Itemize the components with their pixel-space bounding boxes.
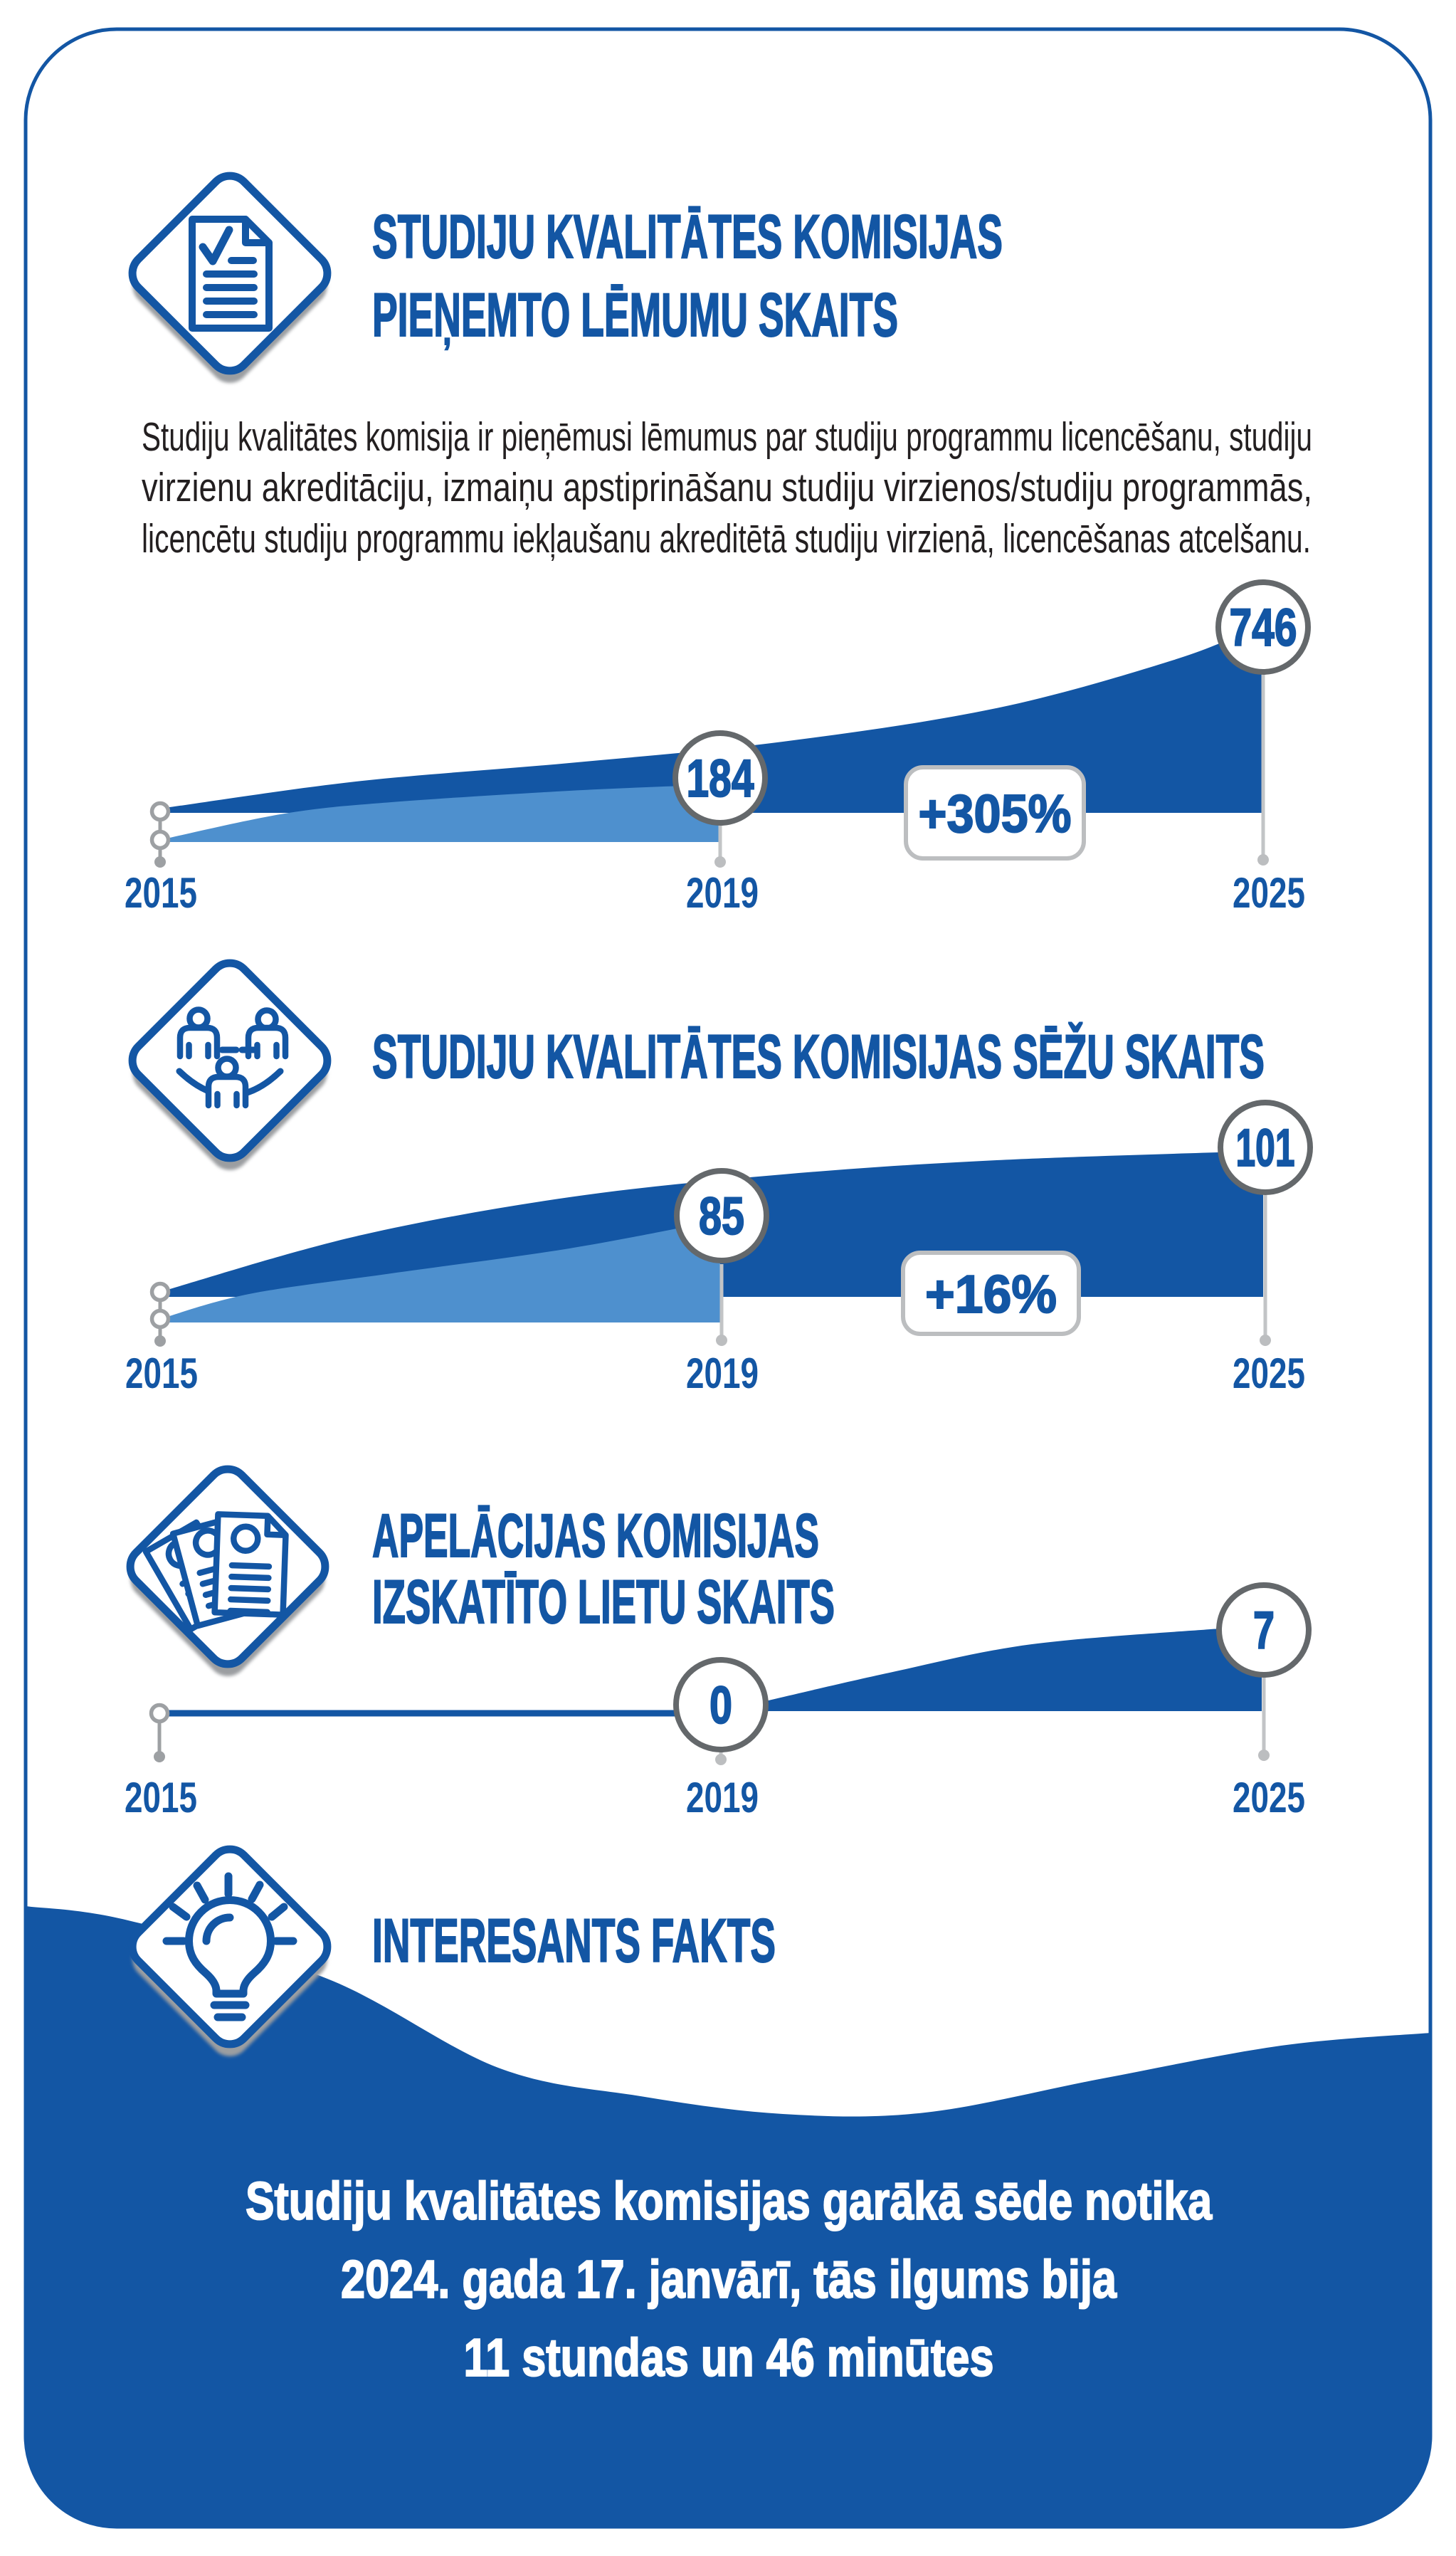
svg-text:746: 746 (1230, 598, 1297, 657)
svg-text:2024. gada 17. janvārī, tās il: 2024. gada 17. janvārī, tās ilgums bija (341, 2249, 1117, 2309)
svg-text:2015: 2015 (125, 1774, 197, 1821)
svg-text:Studiju kvalitātes komisija ir: Studiju kvalitātes komisija ir pieņēmusi… (142, 414, 1312, 460)
svg-text:+305%: +305% (919, 784, 1072, 843)
svg-text:11 stundas un 46 minūtes: 11 stundas un 46 minūtes (464, 2328, 994, 2387)
svg-text:101: 101 (1236, 1118, 1295, 1177)
svg-text:Studiju kvalitātes komisijas g: Studiju kvalitātes komisijas garākā sēde… (246, 2171, 1213, 2231)
svg-text:2019: 2019 (686, 1350, 759, 1397)
svg-text:2019: 2019 (686, 869, 759, 917)
svg-text:licencētu studiju programmu ie: licencētu studiju programmu iekļaušanu a… (142, 516, 1311, 562)
svg-text:184: 184 (687, 749, 754, 808)
svg-text:virzienu akreditāciju, izmaiņu: virzienu akreditāciju, izmaiņu apstiprin… (142, 465, 1312, 510)
svg-text:0: 0 (709, 1676, 732, 1735)
svg-text:IZSKATĪTO LIETU SKAITS: IZSKATĪTO LIETU SKAITS (372, 1568, 835, 1636)
svg-text:+16%: +16% (925, 1264, 1057, 1324)
svg-text:85: 85 (699, 1187, 744, 1246)
svg-text:STUDIJU KVALITĀTES KOMISIJAS S: STUDIJU KVALITĀTES KOMISIJAS SĒŽU SKAITS (372, 1023, 1265, 1091)
svg-text:7: 7 (1253, 1601, 1275, 1660)
svg-text:2015: 2015 (125, 1350, 198, 1397)
svg-text:APELĀCIJAS KOMISIJAS: APELĀCIJAS KOMISIJAS (372, 1502, 819, 1570)
svg-text:2019: 2019 (686, 1774, 759, 1821)
svg-text:PIEŅEMTO LĒMUMU SKAITS: PIEŅEMTO LĒMUMU SKAITS (372, 281, 898, 349)
svg-text:INTERESANTS FAKTS: INTERESANTS FAKTS (372, 1907, 776, 1975)
svg-text:2025: 2025 (1233, 1774, 1305, 1821)
svg-text:2025: 2025 (1233, 869, 1305, 917)
svg-text:2025: 2025 (1233, 1350, 1305, 1397)
svg-text:STUDIJU KVALITĀTES KOMISIJAS: STUDIJU KVALITĀTES KOMISIJAS (372, 203, 1003, 271)
svg-text:2015: 2015 (125, 869, 197, 917)
